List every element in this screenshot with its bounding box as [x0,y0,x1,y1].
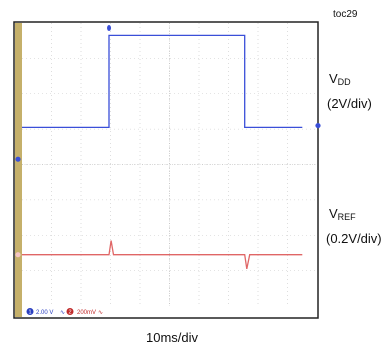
vdd-label-main: V [329,71,338,86]
ch2-setting: 200mV [77,310,96,316]
ch2-badge-icon [66,308,74,315]
status-bar: 1 2.00 V ∿ 2 200mV ∿ [22,306,317,317]
ch2-number: 2 [68,310,71,316]
ch2-bandwidth-icon: ∿ [98,309,103,316]
vref-legend-label: VREF [329,206,356,222]
vdd-label-sub: DD [337,77,351,87]
vref-scale-label: (0.2V/div) [326,231,382,246]
trigger-position-marker-icon [107,25,112,31]
vdd-scale-label: (2V/div) [327,96,372,111]
vdd-legend-label: VDD [329,71,351,87]
scope-grid [22,23,317,306]
ch1-ground-marker-icon [15,156,21,162]
scope-left-bezel [15,23,22,317]
vref-label-main: V [329,206,338,221]
vref-label-sub: REF [337,212,356,222]
bandwidth-icon: ∿ [60,309,65,316]
scope-traces [22,34,303,270]
status-bar-background [22,306,317,317]
figure-id: toc29 [333,9,358,20]
ch2-ground-marker-icon [15,252,21,258]
scope-frame [13,21,319,319]
ch1-setting: 2.00 V [36,310,53,316]
channel-markers [15,25,321,258]
trace-vdd [22,34,303,129]
ch1-badge-icon [26,308,34,315]
ch1-number: 1 [28,310,31,316]
time-scale-label: 10ms/div [146,330,199,345]
trigger-level-marker-icon [315,122,321,129]
trace-vref [22,240,303,270]
